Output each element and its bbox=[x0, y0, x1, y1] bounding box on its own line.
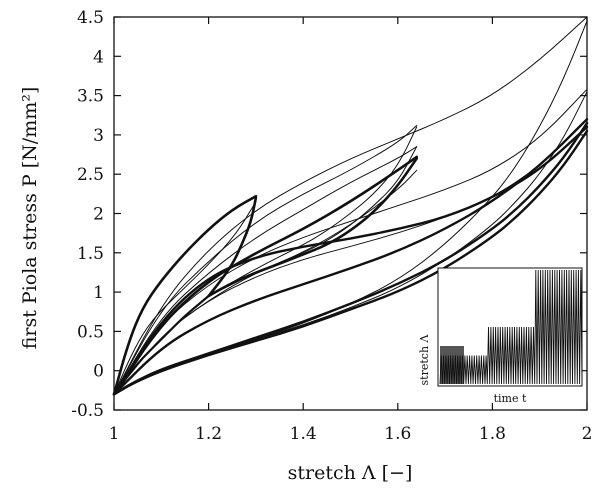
series-line-13 bbox=[113, 88, 588, 395]
x-axis-label: stretch Λ [−] bbox=[288, 462, 413, 484]
series-line-18 bbox=[112, 129, 589, 396]
series-line-20 bbox=[112, 118, 589, 396]
series-layer bbox=[112, 16, 589, 396]
series-line-2 bbox=[207, 196, 258, 298]
y-tick-label: 0 bbox=[93, 362, 104, 382]
series-line-8 bbox=[113, 125, 418, 395]
series-line-10 bbox=[208, 126, 418, 297]
series-line-17 bbox=[112, 121, 589, 396]
series-line-1 bbox=[112, 194, 258, 396]
x-tick-label: 1.4 bbox=[290, 424, 317, 444]
series-line-5 bbox=[112, 155, 418, 396]
inset-x-label: time t bbox=[494, 392, 527, 405]
inset-panel: stretch Λ time t bbox=[418, 267, 583, 405]
y-tick-label: 0.5 bbox=[77, 322, 104, 342]
y-tick-label: 1.5 bbox=[77, 244, 104, 264]
inset-stretch-signal bbox=[439, 269, 583, 385]
y-tick-label: 3 bbox=[93, 126, 104, 146]
y-tick-label: 4.5 bbox=[77, 8, 104, 28]
inset-signal bbox=[439, 269, 583, 385]
series-line-12 bbox=[113, 16, 588, 395]
series-line-11 bbox=[208, 146, 418, 297]
x-tick-label: 1.8 bbox=[479, 424, 506, 444]
y-tick-label: 3.5 bbox=[77, 87, 104, 107]
y-tick-label: 2.5 bbox=[77, 165, 104, 185]
inset-y-label: stretch Λ bbox=[418, 333, 431, 385]
series-line-9 bbox=[113, 146, 418, 395]
x-tick-label: 1.6 bbox=[384, 424, 411, 444]
x-tick-label: 1 bbox=[109, 424, 120, 444]
x-tick-label: 2 bbox=[582, 424, 593, 444]
y-tick-label: 2 bbox=[93, 205, 104, 225]
y-tick-label: 1 bbox=[93, 283, 104, 303]
x-tick-label: 1.2 bbox=[195, 424, 222, 444]
series-line-19 bbox=[112, 125, 589, 396]
y-tick-label: 4 bbox=[93, 47, 104, 67]
ticks-layer: 1 1.2 1.4 1.6 1.8 2 -0.5 0 0.5 1 1.5 2 2.5 3 3.5 4 4.5 bbox=[71, 8, 592, 444]
y-tick-label: -0.5 bbox=[71, 401, 104, 421]
y-axis-label: first Piola stress P [N/mm²] bbox=[19, 87, 41, 350]
